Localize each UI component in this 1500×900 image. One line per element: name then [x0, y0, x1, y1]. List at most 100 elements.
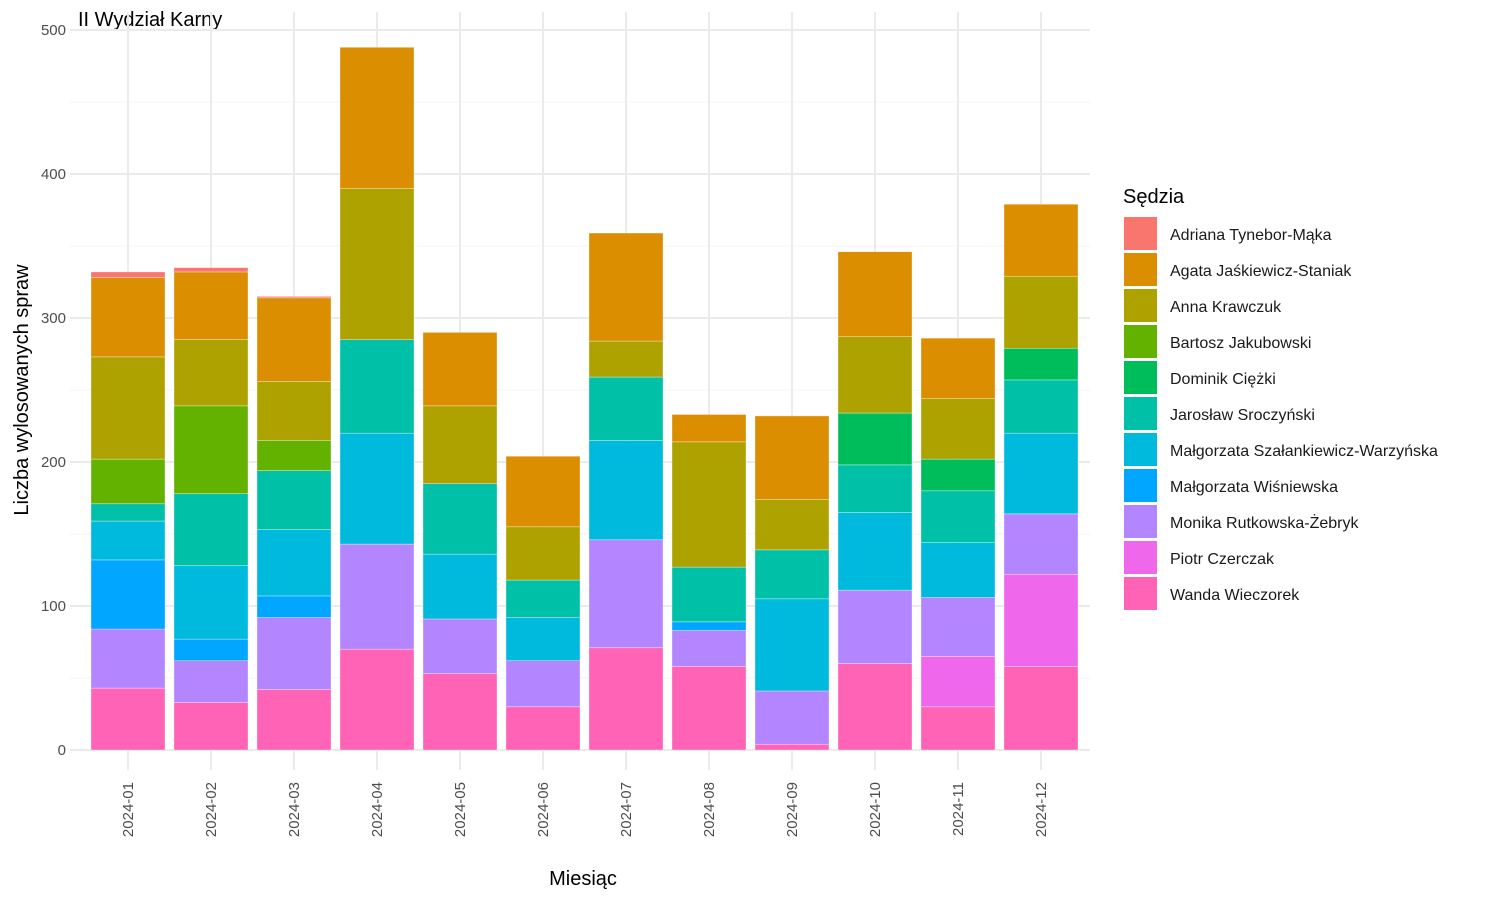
chart-title: II Wydział Karny: [78, 9, 222, 31]
legend-swatch: [1124, 361, 1157, 394]
bar-segment: [256, 296, 332, 299]
bar-segment: [256, 440, 332, 471]
legend-label: Jarosław Sroczyński: [1170, 407, 1315, 424]
bar-segment: [256, 381, 332, 441]
bar-segment: [422, 405, 498, 484]
bar-segment: [422, 332, 498, 407]
x-tick-label: 2024-08: [701, 782, 718, 837]
legend-title: Sędzia: [1123, 186, 1185, 208]
bar-segment: [505, 455, 581, 528]
bar-segment: [173, 565, 249, 640]
x-axis-title: Miesiąc: [549, 868, 617, 890]
legend-swatch: [1124, 325, 1157, 358]
bar-segment: [754, 499, 830, 551]
y-tick-label: 200: [41, 454, 66, 471]
bar-segment: [588, 376, 664, 441]
bar-segment: [837, 412, 913, 466]
y-tick-label: 500: [41, 22, 66, 39]
bar-segment: [671, 666, 747, 751]
legend-label: Adriana Tynebor-Mąka: [1170, 227, 1332, 244]
legend-swatch: [1124, 577, 1157, 610]
bar-segment: [505, 706, 581, 751]
bar-segment: [1003, 275, 1079, 349]
legend-label: Agata Jaśkiewicz-Staniak: [1170, 263, 1352, 280]
bar-segment: [671, 414, 747, 443]
bar-segment: [837, 464, 913, 513]
bar-segment: [920, 656, 996, 708]
bar-segment: [671, 621, 747, 631]
bar-segment: [90, 503, 166, 522]
bar-segment: [256, 595, 332, 618]
bar-segment: [173, 638, 249, 662]
legend-swatch: [1124, 217, 1157, 250]
x-tick-label: 2024-04: [369, 782, 386, 837]
bar-segment: [90, 277, 166, 358]
bar-segment: [837, 336, 913, 414]
legend-label: Monika Rutkowska-Żebryk: [1170, 513, 1360, 532]
bar-segment: [339, 339, 415, 434]
bar-segment: [588, 647, 664, 751]
bar-segment: [173, 267, 249, 273]
bar-segment: [1003, 574, 1079, 667]
x-tick-label: 2024-06: [535, 782, 552, 837]
x-tick-label: 2024-02: [203, 782, 220, 837]
bar-segment: [671, 630, 747, 667]
bar-segment: [671, 566, 747, 623]
x-tick-label: 2024-03: [286, 782, 303, 837]
bar-segment: [588, 440, 664, 541]
legend-label: Małgorzata Wiśniewska: [1170, 479, 1338, 496]
legend-label: Bartosz Jakubowski: [1170, 335, 1311, 352]
bar-segment: [256, 470, 332, 530]
bar-segment: [920, 337, 996, 399]
bar-segment: [1003, 513, 1079, 575]
bar-segment: [1003, 347, 1079, 381]
legend-swatch: [1124, 505, 1157, 538]
bar-segment: [920, 398, 996, 460]
bar-segment: [422, 483, 498, 555]
bar-segment: [256, 297, 332, 382]
bar-segment: [505, 617, 581, 662]
bar-segment: [173, 493, 249, 566]
bar-segment: [422, 618, 498, 674]
bar-segment: [837, 512, 913, 591]
bar-segment: [920, 458, 996, 492]
bar-segment: [1003, 432, 1079, 515]
bar-segment: [1003, 666, 1079, 751]
bar-segment: [422, 673, 498, 751]
bar-segment: [256, 617, 332, 690]
bar-segment: [173, 660, 249, 703]
bar-segment: [90, 271, 166, 278]
x-tick-label: 2024-01: [120, 782, 137, 837]
bar-segment: [505, 579, 581, 618]
x-tick-label: 2024-09: [784, 782, 801, 837]
bar-segment: [90, 559, 166, 630]
bar-segment: [173, 702, 249, 751]
bar-segment: [920, 542, 996, 598]
bar-segment: [588, 232, 664, 342]
bar-segment: [256, 689, 332, 751]
y-tick-label: 400: [41, 166, 66, 183]
legend-swatch: [1124, 253, 1157, 286]
bar-segment: [339, 188, 415, 340]
x-axis-ticks: 2024-01 2024-02 2024-03 2024-04 2024-05 2024-…: [120, 782, 1050, 837]
bar-segment: [920, 706, 996, 751]
bar-segment: [90, 356, 166, 460]
y-tick-label: 100: [41, 598, 66, 615]
bar-segment: [173, 405, 249, 494]
y-tick-label: 300: [41, 310, 66, 327]
bar-segment: [505, 660, 581, 708]
x-tick-label: 2024-10: [867, 782, 884, 837]
bar-segment: [339, 432, 415, 545]
bar-segment: [837, 663, 913, 751]
bar-segment: [754, 415, 830, 500]
bar-segment: [173, 271, 249, 340]
bar-segment: [1003, 203, 1079, 277]
bar-segment: [671, 441, 747, 568]
bar-segment: [90, 520, 166, 561]
bar-segment: [920, 597, 996, 657]
bar-segment: [754, 549, 830, 600]
bar-segment: [90, 628, 166, 689]
bar-segment: [837, 589, 913, 664]
x-tick-label: 2024-12: [1033, 782, 1050, 837]
